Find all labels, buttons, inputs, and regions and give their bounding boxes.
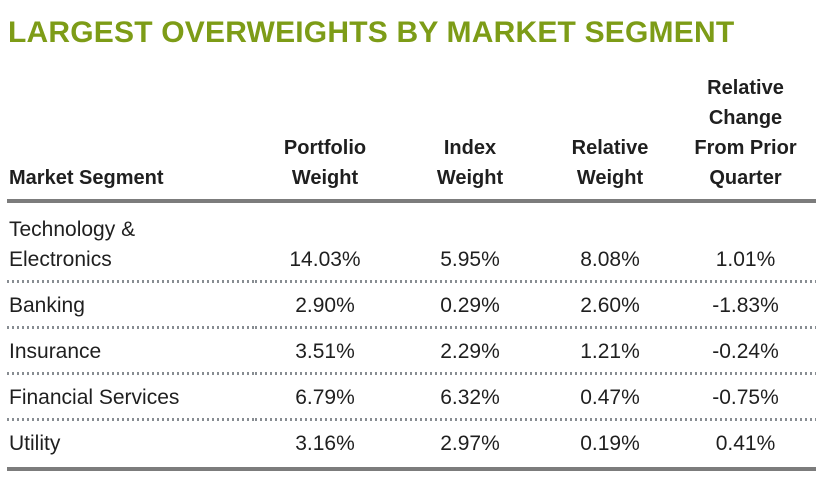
segment-cell: Financial Services [7, 375, 255, 421]
relative-weight-cell: 2.60% [545, 283, 675, 329]
page-title: LARGEST OVERWEIGHTS BY MARKET SEGMENT [8, 16, 735, 49]
segment-cell: Technology & Electronics [7, 201, 255, 283]
table-row-banking: Banking 2.90% 0.29% 2.60% -1.83% [7, 283, 816, 329]
table-row-insurance: Insurance 3.51% 2.29% 1.21% -0.24% [7, 329, 816, 375]
segment-cell: Banking [7, 283, 255, 329]
segment-cell: Insurance [7, 329, 255, 375]
segment-cell: Utility [9, 432, 61, 455]
portfolio-weight-cell: 2.90% [255, 283, 395, 329]
relative-weight-cell: 0.47% [545, 375, 675, 421]
overweights-table: Market Segment Portfolio Weight Index We… [7, 73, 816, 471]
relative-weight-cell: 8.08% [545, 201, 675, 283]
relative-weight-cell: 1.21% [545, 329, 675, 375]
col-header-market-segment: Market Segment [9, 167, 164, 189]
header-row: Market Segment Portfolio Weight Index We… [7, 73, 816, 201]
page: LARGEST OVERWEIGHTS BY MARKET SEGMENT Ma… [0, 16, 825, 477]
col-header-portfolio-weight: Portfolio Weight [283, 137, 367, 189]
col-header-relative-weight: Relative Weight [571, 137, 649, 189]
relative-weight-cell: 0.19% [580, 432, 640, 455]
relative-change-cell: 0.41% [715, 432, 776, 455]
relative-change-cell: -0.75% [675, 375, 816, 421]
portfolio-weight-cell: 3.51% [255, 329, 395, 375]
index-weight-cell: 5.95% [395, 201, 545, 283]
table-row-utility: Utility 3.16% 2.97% 0.19% 0.41% [7, 421, 816, 469]
portfolio-weight-cell: 14.03% [255, 201, 395, 283]
relative-change-cell: 1.01% [675, 201, 816, 283]
relative-change-cell: -1.83% [675, 283, 816, 329]
relative-change-cell: -0.24% [675, 329, 816, 375]
index-weight-cell: 2.29% [395, 329, 545, 375]
col-header-relative-change: Relative Change From Prior Quarter [694, 77, 797, 189]
index-weight-cell: 6.32% [395, 375, 545, 421]
index-weight-cell: 2.97% [440, 432, 500, 455]
col-header-index-weight: Index Weight [436, 137, 504, 189]
table-row-financial-services: Financial Services 6.79% 6.32% 0.47% -0.… [7, 375, 816, 421]
portfolio-weight-cell: 6.79% [255, 375, 395, 421]
portfolio-weight-cell: 3.16% [295, 432, 355, 455]
index-weight-cell: 0.29% [395, 283, 545, 329]
table-row-technology-electronics: Technology & Electronics 14.03% 5.95% 8.… [7, 201, 816, 283]
